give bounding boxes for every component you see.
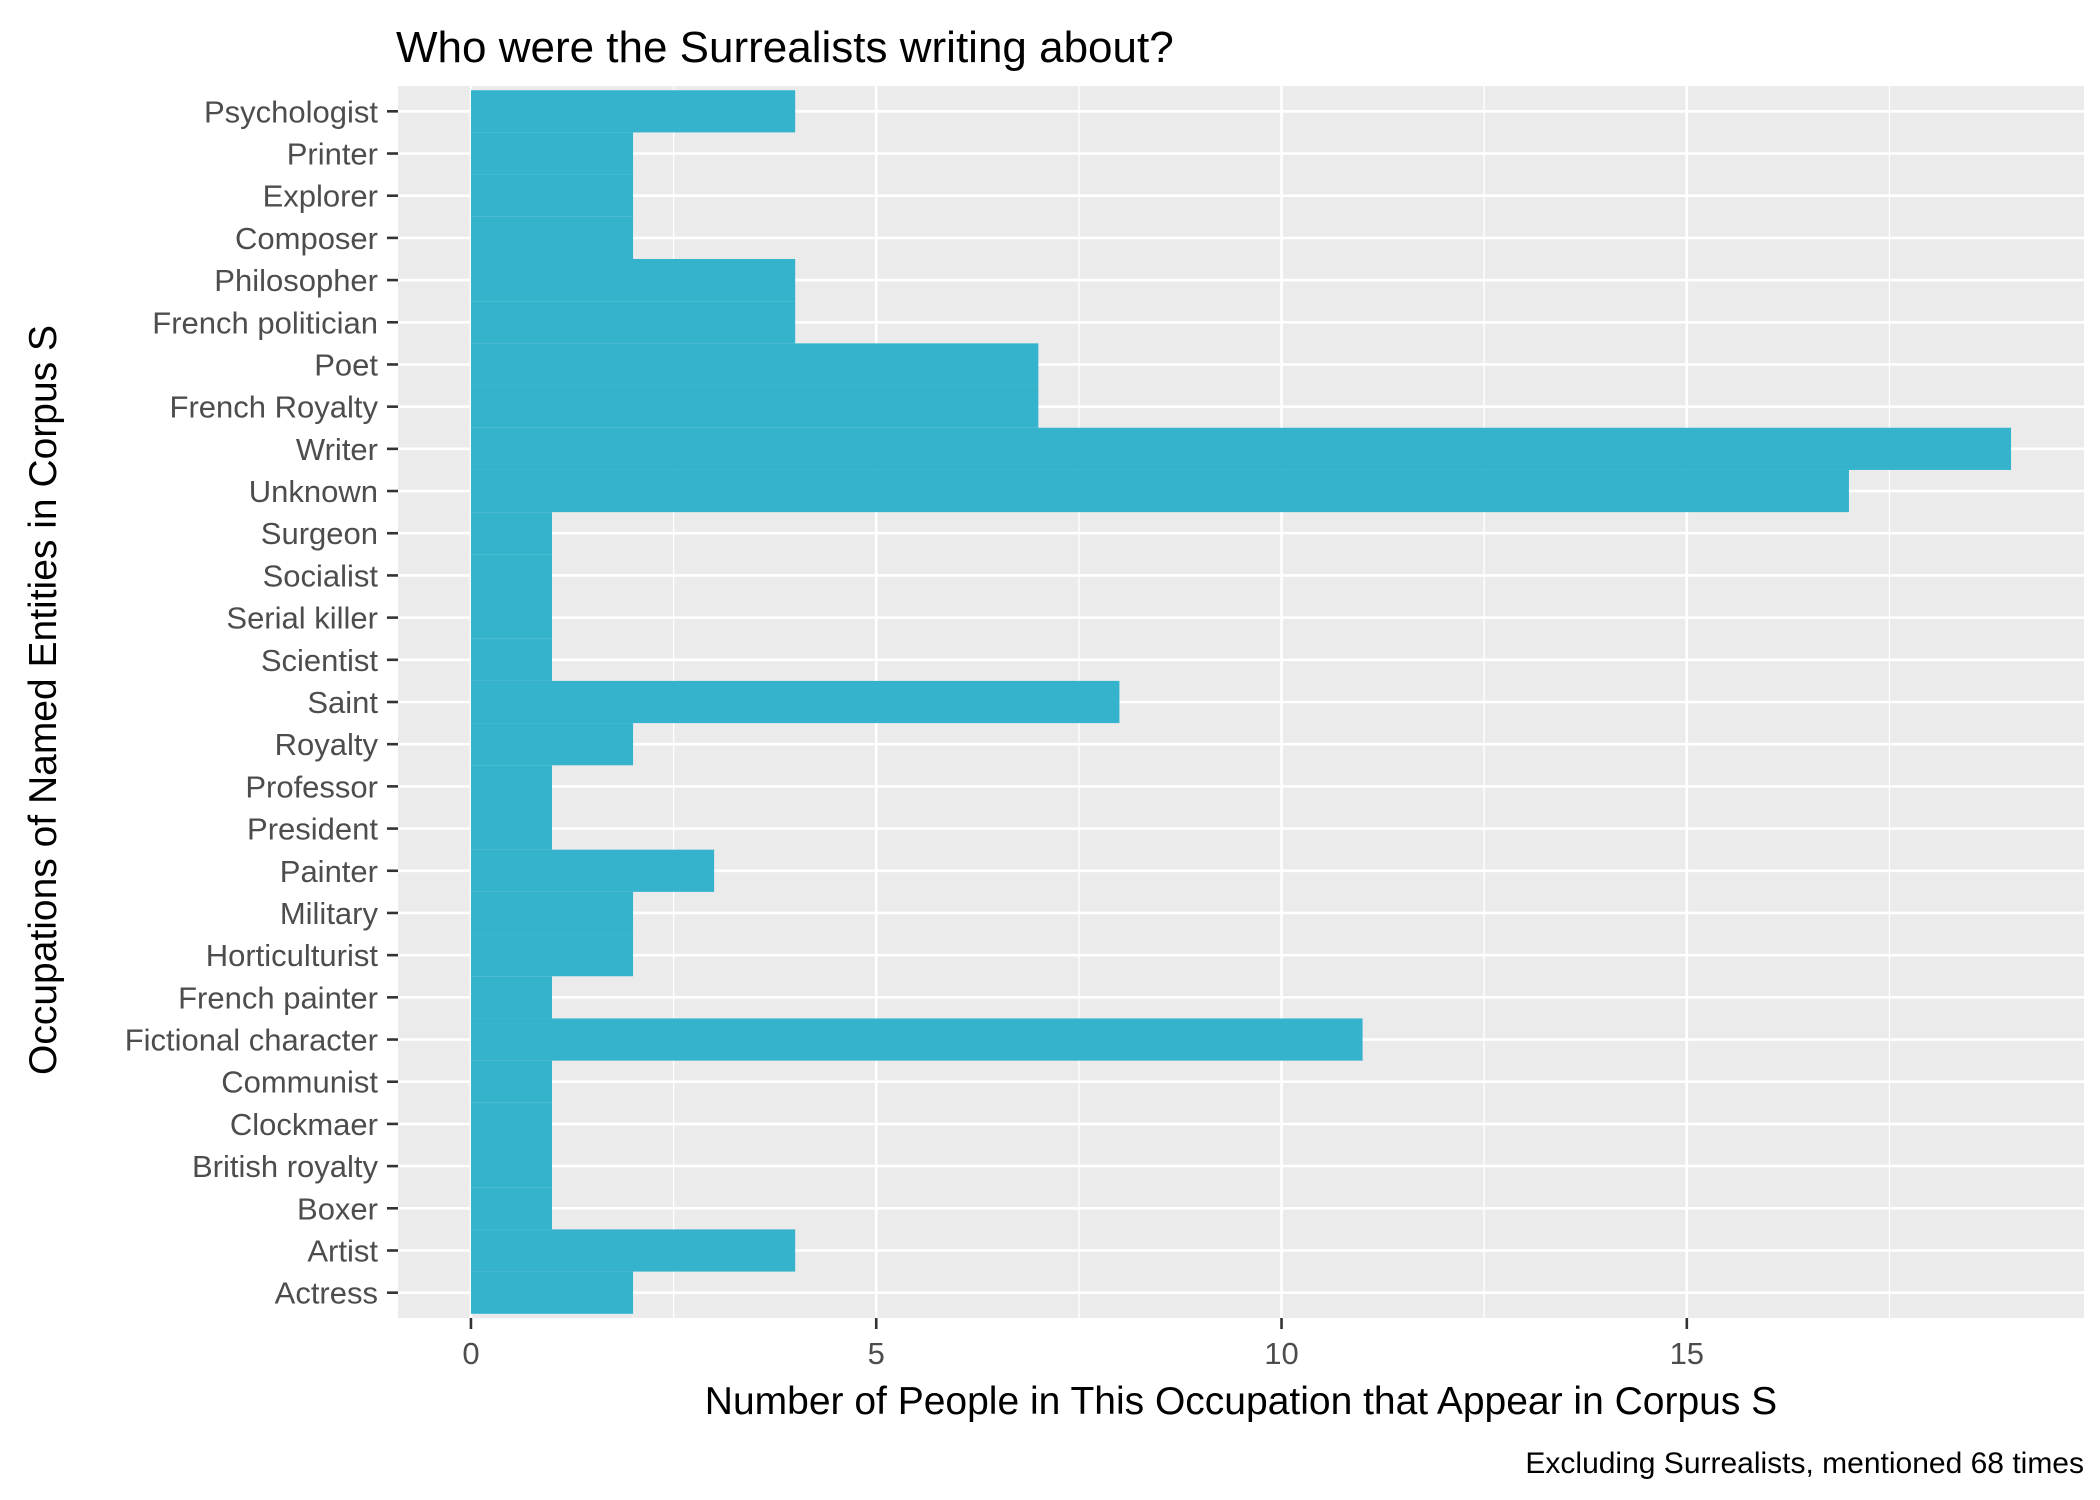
- x-axis: 0 5 10 15: [462, 1318, 1704, 1371]
- y-tick-label: Professor: [245, 769, 378, 804]
- y-tick-label: Printer: [287, 137, 378, 172]
- bar: [470, 132, 634, 175]
- bars: [470, 90, 2012, 1314]
- y-tick-label: Actress: [275, 1276, 378, 1311]
- x-axis-label: Number of People in This Occupation that…: [705, 1380, 1777, 1423]
- y-tick-label: Unknown: [249, 474, 378, 509]
- bar: [470, 258, 796, 302]
- bar: [470, 596, 553, 639]
- y-tick-label: French painter: [178, 980, 378, 1015]
- x-tick-label: 10: [1264, 1336, 1298, 1371]
- y-tick-label: Artist: [307, 1233, 378, 1268]
- bar: [470, 976, 553, 1019]
- bar: [470, 807, 553, 850]
- bar: [470, 343, 1039, 386]
- y-tick-label: Surgeon: [261, 516, 378, 551]
- y-axis-label: Occupations of Named Entities in Corpus …: [22, 325, 65, 1075]
- y-tick-label: President: [247, 812, 378, 847]
- bar: [470, 1102, 553, 1146]
- bar: [470, 90, 796, 133]
- bar: [470, 554, 553, 597]
- y-tick-label: Military: [280, 896, 379, 931]
- bar: [470, 934, 634, 977]
- bar: [470, 1018, 1363, 1061]
- y-tick-label: Composer: [235, 221, 378, 256]
- bar: [470, 1229, 796, 1272]
- y-tick-label: Writer: [296, 432, 378, 467]
- y-tick-label: Boxer: [297, 1191, 378, 1226]
- bar: [470, 512, 553, 555]
- bar: [470, 174, 634, 217]
- y-tick-label: Painter: [280, 854, 378, 889]
- bar: [470, 1060, 553, 1103]
- bar: [470, 1271, 634, 1314]
- y-tick-label: Philosopher: [214, 263, 378, 298]
- y-tick-label: French politician: [152, 305, 378, 340]
- bar: [470, 301, 796, 344]
- chart-title: Who were the Surrealists writing about?: [396, 23, 1174, 72]
- bar: [470, 1187, 553, 1230]
- y-tick-label: Explorer: [263, 179, 378, 214]
- bar: [470, 638, 553, 681]
- bar: [470, 427, 2012, 470]
- bar: [470, 849, 715, 892]
- y-tick-label: Psychologist: [204, 94, 378, 129]
- bar: [470, 891, 634, 935]
- y-tick-label: Clockmaer: [230, 1107, 378, 1142]
- bar: [470, 765, 553, 808]
- y-tick-label: Communist: [221, 1065, 378, 1100]
- bar: [470, 680, 1120, 724]
- y-tick-label: Scientist: [261, 643, 379, 678]
- bar: [470, 723, 634, 766]
- y-tick-label: Royalty: [275, 727, 379, 762]
- x-tick-label: 0: [462, 1336, 479, 1371]
- chart-caption: Excluding Surrealists, mentioned 68 time…: [1525, 1447, 2084, 1480]
- y-tick-label: Serial killer: [226, 601, 378, 636]
- y-tick-label: British royalty: [192, 1149, 379, 1184]
- x-tick-label: 15: [1670, 1336, 1704, 1371]
- bar: [470, 385, 1039, 428]
- y-tick-label: Horticulturist: [206, 938, 379, 973]
- y-tick-label: Socialist: [263, 558, 379, 593]
- y-tick-label: Poet: [314, 347, 378, 382]
- y-tick-label: Saint: [307, 685, 378, 720]
- y-axis: Actress Artist Boxer British royalty Clockma…: [125, 94, 398, 1311]
- bar: [470, 469, 1849, 513]
- x-tick-label: 5: [868, 1336, 885, 1371]
- bar: [470, 1145, 553, 1188]
- y-tick-label: Fictional character: [125, 1023, 378, 1058]
- bar: [470, 216, 634, 259]
- y-tick-label: French Royalty: [170, 390, 379, 425]
